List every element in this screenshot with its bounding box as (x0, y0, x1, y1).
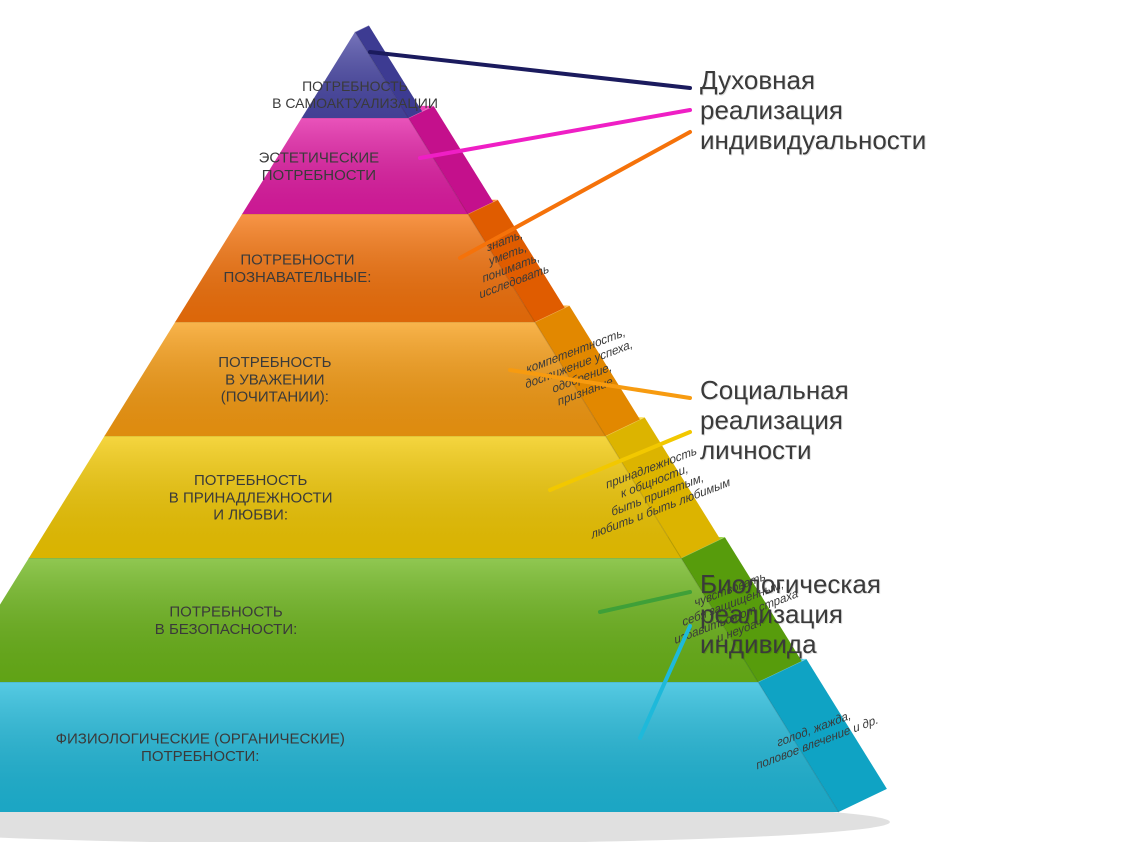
svg-text:В УВАЖЕНИИ: В УВАЖЕНИИ (225, 371, 324, 388)
apex-label: ПОТРЕБНОСТЬ В САМОАКТУАЛИЗАЦИИ (220, 78, 490, 112)
side-label-line: Биологическая (700, 570, 881, 600)
side-label-line: реализация (700, 600, 881, 630)
svg-text:(ПОЧИТАНИИ):: (ПОЧИТАНИИ): (221, 389, 329, 406)
svg-text:ПОТРЕБНОСТЬ: ПОТРЕБНОСТЬ (194, 472, 307, 489)
apex-label-line2: В САМОАКТУАЛИЗАЦИИ (220, 95, 490, 112)
connector-line (420, 110, 690, 158)
side-label-line: личности (700, 436, 849, 466)
side-label-line: индивидуальности (700, 126, 926, 156)
svg-text:В ПРИНАДЛЕЖНОСТИ: В ПРИНАДЛЕЖНОСТИ (169, 489, 333, 506)
pyramid-diagram: ФИЗИОЛОГИЧЕСКИЕ (ОРГАНИЧЕСКИЕ)ПОТРЕБНОСТ… (0, 0, 1127, 842)
svg-text:ПОТРЕБНОСТЬ: ПОТРЕБНОСТЬ (169, 604, 282, 621)
svg-text:ПОТРЕБНОСТЬ: ПОТРЕБНОСТЬ (218, 354, 331, 371)
svg-text:ПОЗНАВАТЕЛЬНЫЕ:: ПОЗНАВАТЕЛЬНЫЕ: (224, 269, 372, 286)
side-label-line: реализация (700, 406, 849, 436)
connector-line (460, 132, 690, 258)
side-label-spiritual: Духовнаяреализацияиндивидуальности (700, 66, 926, 156)
svg-text:ПОТРЕБНОСТИ: ПОТРЕБНОСТИ (240, 252, 354, 269)
apex-label-line1: ПОТРЕБНОСТЬ (220, 78, 490, 95)
side-label-line: реализация (700, 96, 926, 126)
svg-text:И ЛЮБВИ:: И ЛЮБВИ: (213, 507, 288, 524)
svg-text:ПОТРЕБНОСТИ: ПОТРЕБНОСТИ (262, 167, 376, 184)
svg-text:ПОТРЕБНОСТИ:: ПОТРЕБНОСТИ: (141, 748, 259, 765)
side-label-biological: Биологическаяреализацияиндивида (700, 570, 881, 660)
svg-text:ЭСТЕТИЧЕСКИЕ: ЭСТЕТИЧЕСКИЕ (259, 150, 380, 167)
side-label-line: индивида (700, 630, 881, 660)
side-label-social: Социальнаяреализацияличности (700, 376, 849, 466)
side-label-line: Социальная (700, 376, 849, 406)
svg-text:ФИЗИОЛОГИЧЕСКИЕ (ОРГАНИЧЕСКИЕ): ФИЗИОЛОГИЧЕСКИЕ (ОРГАНИЧЕСКИЕ) (56, 731, 345, 748)
side-label-line: Духовная (700, 66, 926, 96)
svg-text:В БЕЗОПАСНОСТИ:: В БЕЗОПАСНОСТИ: (155, 621, 298, 638)
